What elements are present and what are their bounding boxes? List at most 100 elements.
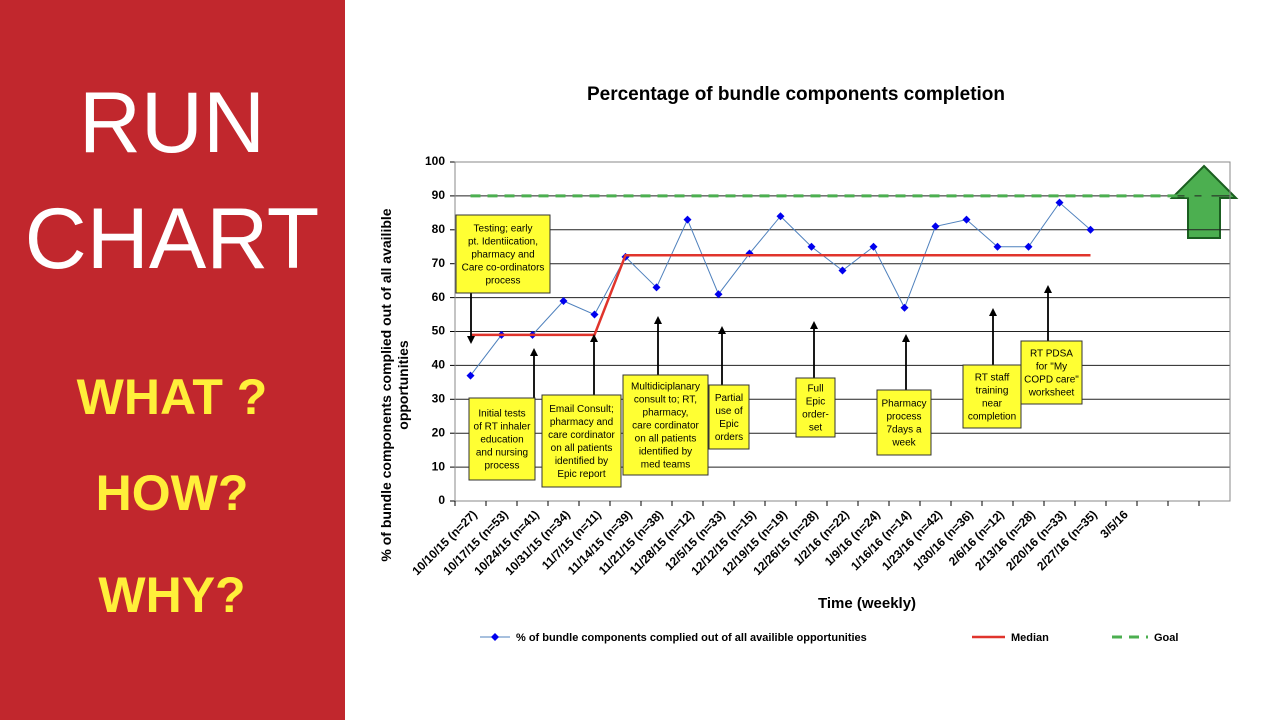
annotation-text: of RT inhaler: [474, 422, 532, 433]
annotation-text: RT PDSA: [1030, 349, 1073, 360]
annotation-text: 7days a: [886, 425, 921, 436]
annotation-text: pt. Identiication,: [468, 237, 538, 248]
annotation-box: [541, 394, 622, 488]
y-tick-label: 70: [432, 256, 446, 270]
annotation-box: [962, 364, 1022, 429]
annotation-text: process: [484, 461, 519, 472]
annotation-text: pharmacy,: [643, 408, 689, 419]
annotation-text: training: [976, 386, 1009, 397]
legend-label: Median: [1011, 632, 1049, 644]
data-point: [776, 212, 785, 221]
up-arrow-icon: [1169, 164, 1239, 239]
data-point: [1055, 198, 1064, 207]
annotation-text: near: [982, 399, 1003, 410]
chart-area: [345, 0, 1280, 720]
annotation-text: identified by: [639, 447, 692, 458]
annotation-text: Initial tests: [478, 409, 525, 420]
annotation-text: on all patients: [551, 443, 613, 454]
data-point: [590, 310, 599, 319]
annotation-text: Epic: [719, 419, 738, 430]
question: WHY?: [98, 567, 245, 623]
annotation-text: care cordinator: [632, 421, 699, 432]
annotation-text: Care co-ordinators: [462, 263, 545, 274]
data-point: [466, 371, 475, 380]
y-tick-label: 50: [432, 324, 446, 338]
plot-border: [454, 161, 1231, 502]
annotation-box: [455, 214, 551, 294]
annotation-text: care cordinator: [548, 430, 615, 441]
data-point: [993, 242, 1002, 251]
annotation-text: orders: [715, 432, 743, 443]
annotation-text: Partial: [715, 393, 743, 404]
x-axis-label: Time (weekly): [818, 595, 916, 612]
annotation-text: Epic: [806, 397, 825, 408]
y-tick-label: 0: [438, 493, 445, 507]
data-point: [838, 266, 847, 275]
annotation-text: process: [886, 412, 921, 423]
data-point: [1086, 225, 1095, 234]
annotation-text: consult to; RT,: [634, 395, 697, 406]
annotation-text: set: [809, 423, 823, 434]
series-line: [470, 253, 1091, 337]
annotation-text: Multidiciplanary: [631, 382, 700, 393]
annotation-box: [468, 397, 536, 481]
data-point: [869, 242, 878, 251]
data-point: [714, 290, 723, 299]
annotation-box: [1020, 340, 1083, 405]
annotation-text: completion: [968, 412, 1016, 423]
annotation-text: pharmacy and: [550, 417, 613, 428]
annotation-box: [795, 377, 836, 438]
heading: RUN: [79, 75, 265, 171]
annotation-text: for "My: [1036, 362, 1067, 373]
legend-label: Goal: [1154, 632, 1178, 644]
annotation-box: [876, 389, 932, 456]
y-axis-label-line: opportunities: [395, 340, 411, 430]
chart-title: Percentage of bundle components completi…: [587, 84, 1005, 105]
annotation-text: med teams: [641, 460, 690, 471]
annotation-text: pharmacy and: [471, 250, 534, 261]
annotation-text: Full: [807, 384, 823, 395]
data-point: [931, 222, 940, 231]
annotation-text: order-: [802, 410, 829, 421]
annotation-text: process: [485, 276, 520, 287]
question: WHAT ?: [77, 369, 268, 425]
y-tick-label: 10: [432, 459, 446, 473]
legend-label: % of bundle components complied out of a…: [516, 632, 867, 644]
y-tick-label: 30: [432, 391, 446, 405]
data-point: [559, 296, 568, 305]
annotation-text: Epic report: [557, 469, 606, 480]
question: HOW?: [96, 465, 249, 521]
data-point: [807, 242, 816, 251]
side-panel: [0, 0, 345, 720]
legend-marker: [491, 633, 499, 641]
annotation-text: identified by: [555, 456, 608, 467]
annotation-text: and nursing: [476, 448, 528, 459]
annotation-text: Pharmacy: [881, 399, 926, 410]
annotation-text: RT staff: [975, 373, 1010, 384]
data-point: [683, 215, 692, 224]
annotation-text: worksheet: [1028, 388, 1075, 399]
y-tick-label: 100: [425, 154, 445, 168]
annotation-text: use of: [715, 406, 742, 417]
data-point: [652, 283, 661, 292]
data-point: [1024, 242, 1033, 251]
annotation-text: on all patients: [635, 434, 697, 445]
data-point: [962, 215, 971, 224]
data-point: [900, 303, 909, 312]
annotation-text: Testing; early: [474, 224, 533, 235]
y-tick-label: 80: [432, 222, 446, 236]
annotation-text: COPD care": [1024, 375, 1079, 386]
heading: CHART: [25, 191, 320, 287]
y-tick-label: 40: [432, 358, 446, 372]
annotation-box: [622, 374, 709, 476]
y-tick-label: 60: [432, 290, 446, 304]
annotation-box: [708, 384, 750, 450]
y-tick-label: 90: [432, 188, 446, 202]
annotation-text: education: [480, 435, 523, 446]
y-tick-label: 20: [432, 425, 446, 439]
y-axis-label: % of bundle components complied out of a…: [378, 208, 411, 561]
y-axis-label-line: % of bundle components complied out of a…: [378, 208, 394, 561]
annotation-text: week: [891, 438, 916, 449]
annotation-text: Email Consult;: [549, 404, 613, 415]
